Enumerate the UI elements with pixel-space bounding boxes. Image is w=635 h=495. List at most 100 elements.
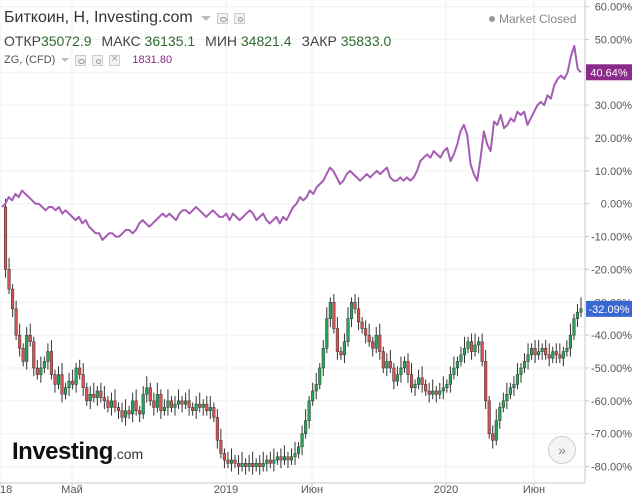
last-value-badge (586, 300, 632, 317)
brand-suffix: .com (112, 446, 144, 462)
candle-body (413, 384, 417, 388)
candle-body (155, 394, 159, 408)
candle-body (470, 341, 474, 352)
candle-body (395, 374, 399, 382)
candle-body (367, 334, 371, 342)
candle-body (88, 394, 92, 402)
candle-body (32, 341, 36, 369)
candle-body (547, 354, 551, 359)
candle-body (477, 341, 481, 346)
candle-body (3, 206, 8, 270)
x-axis-ticks: 18 Май 2019 Июн 2020 Июн (0, 483, 545, 495)
candle-body (519, 367, 523, 375)
candle-body (530, 348, 534, 356)
last-value-badge (586, 64, 632, 81)
candle-body (455, 361, 459, 369)
candle-body (346, 318, 350, 342)
candle-body (81, 374, 85, 388)
eye-icon[interactable] (216, 12, 228, 24)
chevron-down-icon[interactable] (61, 58, 70, 62)
candle-body (71, 380, 75, 385)
candle-body (466, 341, 470, 349)
candle-body (102, 397, 106, 402)
candle-body (222, 453, 226, 461)
candle-body (300, 433, 304, 448)
candle-body (106, 400, 110, 408)
candle-body (579, 308, 583, 313)
candle-body (109, 400, 113, 408)
candle-body (201, 403, 205, 408)
candle-body (95, 390, 99, 398)
candle-body (484, 361, 488, 402)
scroll-to-latest-button[interactable]: » (548, 436, 576, 464)
candle-body (459, 354, 463, 362)
candle-body (544, 348, 548, 356)
candle-body (385, 361, 389, 369)
candle-body (63, 387, 68, 395)
brand-name: Investing (12, 438, 113, 465)
candle-body (120, 410, 124, 418)
candle-body (431, 390, 435, 395)
last-value-label: 40.64% (590, 67, 628, 79)
compare-symbol[interactable]: ZG, (CFD) (4, 54, 56, 66)
candle-body (113, 400, 117, 408)
candle-body (279, 456, 283, 461)
gear-icon[interactable] (92, 54, 104, 66)
candle-body (78, 367, 82, 375)
candle-body (272, 459, 276, 464)
y-tick-label: -10.00% (591, 232, 632, 244)
candle-body (275, 456, 279, 461)
candle-body (198, 403, 202, 408)
candle-body (537, 351, 541, 356)
candle-body (353, 302, 357, 310)
candle-body (145, 387, 149, 395)
candle-body (434, 390, 438, 395)
candle-body (205, 403, 209, 411)
candle-body (180, 400, 184, 405)
candle-body (282, 456, 286, 461)
candle-body (526, 354, 530, 362)
y-tick-label: -70.00% (591, 429, 632, 441)
y-tick-label: 20.00% (595, 133, 633, 145)
candle-body (244, 463, 248, 467)
chevron-down-icon[interactable] (200, 15, 211, 21)
candle-body (533, 348, 537, 356)
candle-body (7, 269, 11, 290)
candle-body (448, 374, 452, 385)
candle-body (254, 463, 258, 467)
close-value: 35833.0 (340, 33, 392, 49)
candle-body (176, 400, 181, 405)
candle-body (268, 459, 272, 464)
close-icon[interactable] (109, 53, 121, 66)
candle-body (388, 361, 392, 369)
y-tick-label: 10.00% (595, 166, 633, 178)
candle-body (293, 453, 297, 457)
y-tick-label: -20.00% (591, 264, 632, 276)
y-tick-label: -40.00% (591, 330, 632, 342)
chart-title[interactable]: Биткоин, Н, Investing.com (4, 9, 193, 26)
candle-body (441, 387, 445, 392)
candle-body (74, 367, 78, 385)
compare-value: 1831.80 (132, 54, 173, 66)
candle-body (247, 463, 251, 467)
candle-body (166, 400, 170, 408)
candle-body (240, 463, 244, 467)
candle-body (286, 456, 290, 461)
candle-body (131, 400, 135, 415)
candle-body (184, 400, 188, 405)
candle-body (342, 341, 347, 356)
candle-body (18, 334, 22, 349)
y-tick-label: 60.00% (595, 2, 633, 14)
candle-body (289, 456, 294, 461)
x-tick-label: Июн (301, 484, 323, 495)
candle-body (420, 377, 424, 385)
candle-body (522, 361, 527, 369)
candle-body (53, 374, 57, 385)
candle-body (568, 334, 572, 349)
candle-body (498, 407, 502, 421)
eye-icon[interactable] (75, 54, 87, 66)
gear-icon[interactable] (233, 12, 245, 24)
candle-body (28, 334, 32, 342)
candle-body (159, 394, 163, 411)
